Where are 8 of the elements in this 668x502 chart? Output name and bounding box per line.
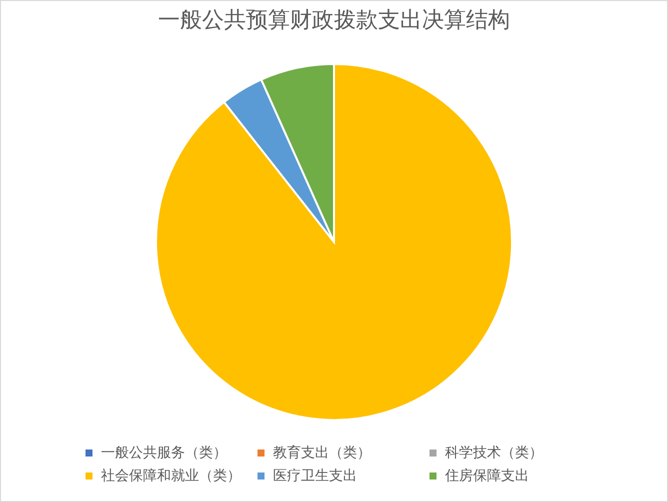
- legend-label: 教育支出（类）: [273, 444, 371, 461]
- chart-title: 一般公共预算财政拨款支出决算结构: [158, 8, 510, 33]
- legend-label: 住房保障支出: [444, 468, 529, 484]
- pie-slice: [155, 63, 513, 421]
- legend-label: 科学技术（类）: [445, 445, 543, 461]
- legend-label: 社会保障和就业（类）: [101, 468, 241, 484]
- legend-label: 医疗卫生支出: [273, 468, 357, 484]
- legend-label: 一般公共服务（类）: [101, 445, 227, 461]
